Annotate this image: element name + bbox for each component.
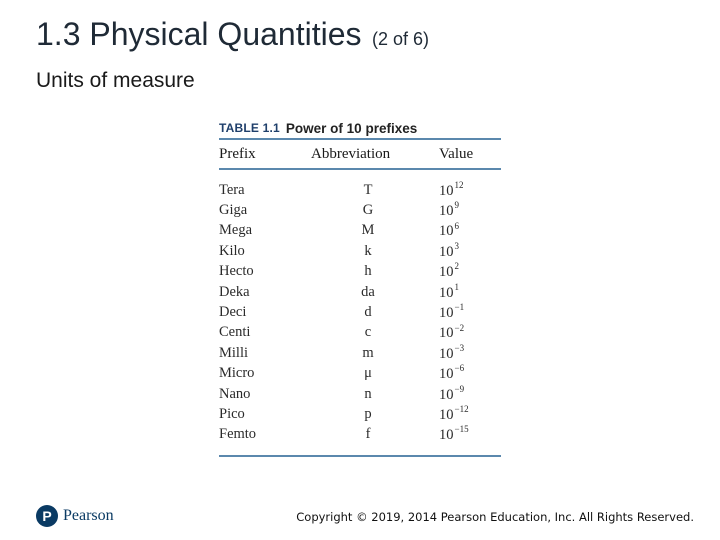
table-row: Tera T 1012 bbox=[219, 180, 501, 200]
value-cell: 10−9 bbox=[439, 383, 501, 404]
table-name: Power of 10 prefixes bbox=[285, 120, 418, 136]
value-cell: 106 bbox=[439, 220, 501, 241]
abbreviation-cell: p bbox=[364, 405, 372, 422]
abbreviation-cell: h bbox=[364, 263, 372, 280]
prefix-cell: Hecto bbox=[219, 263, 254, 280]
prefix-cell: Mega bbox=[219, 222, 253, 239]
prefix-cell: Milli bbox=[219, 344, 249, 361]
abbreviation-cell: d bbox=[364, 304, 372, 321]
table-bottom-rule bbox=[219, 455, 501, 458]
abbreviation-cell: da bbox=[361, 283, 375, 300]
abbreviation-cell: c bbox=[364, 324, 372, 341]
value-exponent: −9 bbox=[454, 383, 465, 394]
value-base: 10 bbox=[439, 182, 454, 199]
table-row: Giga G 109 bbox=[219, 200, 501, 220]
subtitle: Units of measure bbox=[36, 69, 195, 92]
prefix-cell: Tera bbox=[219, 181, 245, 198]
title-text: 1.3 Physical Quantities bbox=[36, 16, 362, 52]
table-row: Deci d 10−1 bbox=[219, 302, 501, 322]
table-header-row: Prefix Abbreviation Value bbox=[219, 140, 501, 168]
abbreviation-cell: k bbox=[364, 242, 372, 259]
table-header-rule bbox=[219, 168, 501, 170]
value-exponent: −1 bbox=[454, 302, 465, 313]
abbreviation-cell: G bbox=[362, 202, 374, 219]
header-prefix: Prefix bbox=[219, 145, 256, 162]
value-base: 10 bbox=[439, 366, 454, 383]
value-base: 10 bbox=[439, 223, 454, 240]
value-exponent: −3 bbox=[454, 342, 465, 353]
table-row: Pico p 10−12 bbox=[219, 404, 501, 424]
value-exponent: 2 bbox=[454, 261, 460, 272]
abbreviation-cell: n bbox=[364, 385, 372, 402]
header-value: Value bbox=[439, 145, 474, 162]
value-base: 10 bbox=[439, 386, 454, 403]
value-exponent: −2 bbox=[454, 322, 465, 333]
value-base: 10 bbox=[439, 345, 454, 362]
prefix-cell: Nano bbox=[219, 385, 251, 402]
value-base: 10 bbox=[439, 243, 454, 260]
value-cell: 10−6 bbox=[439, 363, 501, 383]
value-exponent: −6 bbox=[454, 363, 465, 374]
value-base: 10 bbox=[439, 406, 454, 423]
title-suffix: (2 of 6) bbox=[371, 29, 429, 49]
value-cell: 102 bbox=[439, 261, 501, 281]
pearson-logo-icon: P bbox=[36, 505, 58, 527]
table-row: Mega M 106 bbox=[219, 221, 501, 241]
table-row: Deka da 101 bbox=[219, 282, 501, 302]
value-cell: 101 bbox=[439, 281, 501, 302]
value-exponent: 3 bbox=[454, 240, 460, 251]
prefix-cell: Kilo bbox=[219, 242, 245, 259]
copyright-notice: Copyright © 2019, 2014 Pearson Education… bbox=[296, 510, 694, 524]
value-base: 10 bbox=[439, 325, 454, 342]
table-row: Femto f 10−15 bbox=[219, 424, 501, 445]
value-cell: 1012 bbox=[439, 179, 501, 200]
table-row: Kilo k 103 bbox=[219, 241, 501, 261]
header-abbreviation: Abbreviation bbox=[311, 145, 391, 162]
value-cell: 103 bbox=[439, 240, 501, 261]
prefix-cell: Centi bbox=[219, 324, 251, 341]
value-cell: 109 bbox=[439, 200, 501, 220]
value-cell: 10−3 bbox=[439, 342, 501, 363]
value-base: 10 bbox=[439, 284, 454, 301]
abbreviation-cell: T bbox=[363, 181, 373, 198]
table-row: Hecto h 102 bbox=[219, 261, 501, 282]
value-exponent: 12 bbox=[454, 179, 464, 190]
prefix-cell: Giga bbox=[219, 202, 248, 219]
table-top-rule bbox=[219, 138, 501, 140]
value-exponent: −12 bbox=[454, 404, 469, 415]
value-exponent: −15 bbox=[454, 424, 469, 435]
pearson-logo: P Pearson bbox=[36, 505, 114, 527]
value-base: 10 bbox=[439, 203, 454, 219]
pearson-logo-text: Pearson bbox=[63, 507, 114, 524]
table-label: TABLE 1.1 bbox=[219, 121, 280, 135]
table-row: Centi c 10−2 bbox=[219, 323, 501, 343]
value-cell: 10−1 bbox=[439, 302, 501, 322]
value-cell: 10−2 bbox=[439, 322, 501, 343]
value-exponent: 6 bbox=[454, 220, 460, 231]
prefix-table: TABLE 1.1 Power of 10 prefixes Prefix Ab… bbox=[219, 118, 501, 458]
abbreviation-cell: m bbox=[362, 344, 374, 361]
value-exponent: 9 bbox=[454, 200, 460, 211]
value-base: 10 bbox=[439, 264, 454, 281]
prefix-cell: Deka bbox=[219, 283, 250, 300]
table-body: Tera T 1012 Giga G 109 Mega M 106 Kilo k 103 Hecto h 1… bbox=[219, 170, 501, 455]
prefix-cell: Deci bbox=[219, 304, 247, 321]
prefix-cell: Femto bbox=[219, 426, 257, 443]
table-row: Micro μ 10−6 bbox=[219, 363, 501, 384]
value-cell: 10−12 bbox=[439, 404, 501, 424]
prefix-cell: Pico bbox=[219, 405, 245, 422]
value-cell: 10−15 bbox=[439, 424, 501, 444]
value-base: 10 bbox=[439, 427, 454, 444]
table-caption: TABLE 1.1 Power of 10 prefixes bbox=[219, 118, 501, 138]
abbreviation-cell: μ bbox=[364, 365, 372, 382]
value-exponent: 1 bbox=[454, 281, 460, 292]
abbreviation-cell: f bbox=[365, 426, 371, 443]
abbreviation-cell: M bbox=[361, 222, 375, 239]
table-row: Nano n 10−9 bbox=[219, 384, 501, 404]
page-title: 1.3 Physical Quantities (2 of 6) bbox=[36, 16, 429, 53]
value-base: 10 bbox=[439, 304, 454, 321]
prefix-cell: Micro bbox=[219, 365, 255, 382]
table-row: Milli m 10−3 bbox=[219, 343, 501, 363]
